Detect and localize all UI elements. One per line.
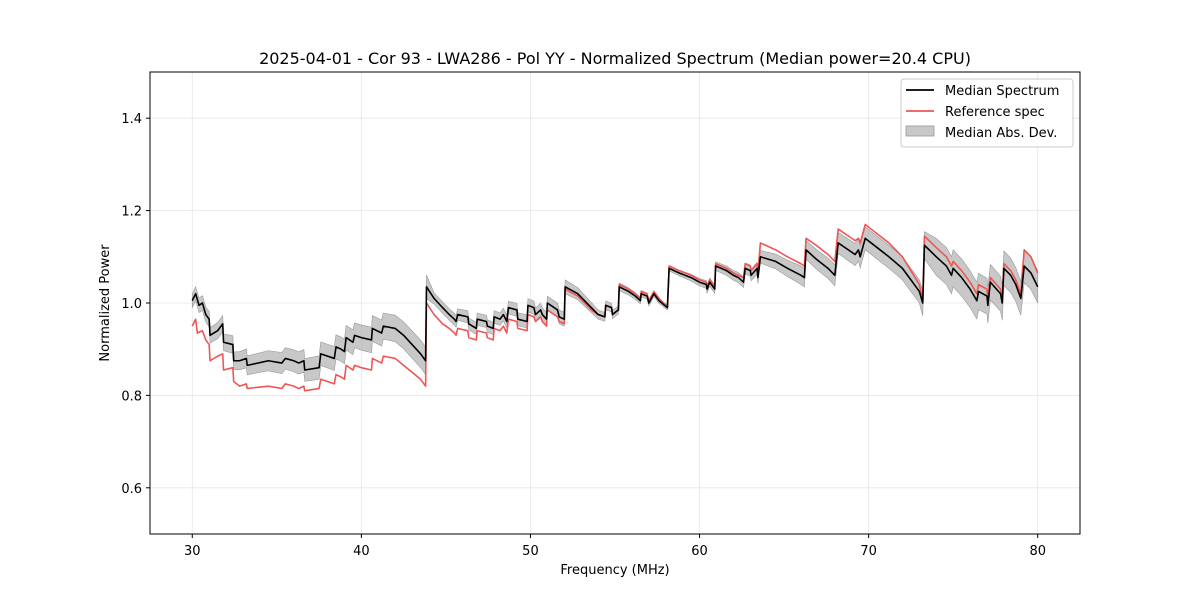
series-layer bbox=[191, 223, 1039, 392]
y-tick-label: 1.2 bbox=[121, 205, 142, 220]
x-tick-label: 60 bbox=[691, 544, 708, 559]
legend-mad-label: Median Abs. Dev. bbox=[945, 126, 1057, 141]
chart-title: 2025-04-01 - Cor 93 - LWA286 - Pol YY - … bbox=[259, 49, 971, 68]
x-tick-label: 40 bbox=[353, 544, 370, 559]
reference-spectrum-line bbox=[191, 223, 1039, 392]
y-tick-label: 0.8 bbox=[121, 389, 142, 404]
x-tick-label: 70 bbox=[860, 544, 877, 559]
x-axis-label: Frequency (MHz) bbox=[560, 563, 669, 578]
legend-mad-swatch bbox=[905, 125, 935, 137]
y-tick-label: 0.6 bbox=[121, 482, 142, 497]
x-tick-label: 50 bbox=[522, 544, 539, 559]
tick-layer: 30 40 50 60 70 80 0.6 0.8 1.0 1.2 1.4 bbox=[121, 112, 1046, 559]
x-tick-label: 80 bbox=[1029, 544, 1046, 559]
y-tick-label: 1.0 bbox=[121, 297, 142, 312]
x-tick-label: 30 bbox=[184, 544, 201, 559]
y-axis-label: Normalized Power bbox=[98, 244, 113, 362]
legend-box bbox=[900, 78, 1074, 148]
legend: Median Spectrum Reference spec Median Ab… bbox=[900, 78, 1074, 148]
legend-median-label: Median Spectrum bbox=[945, 84, 1059, 99]
y-tick-label: 1.4 bbox=[121, 112, 142, 127]
legend-reference-label: Reference spec bbox=[945, 105, 1045, 120]
median-spectrum-line bbox=[191, 237, 1039, 371]
